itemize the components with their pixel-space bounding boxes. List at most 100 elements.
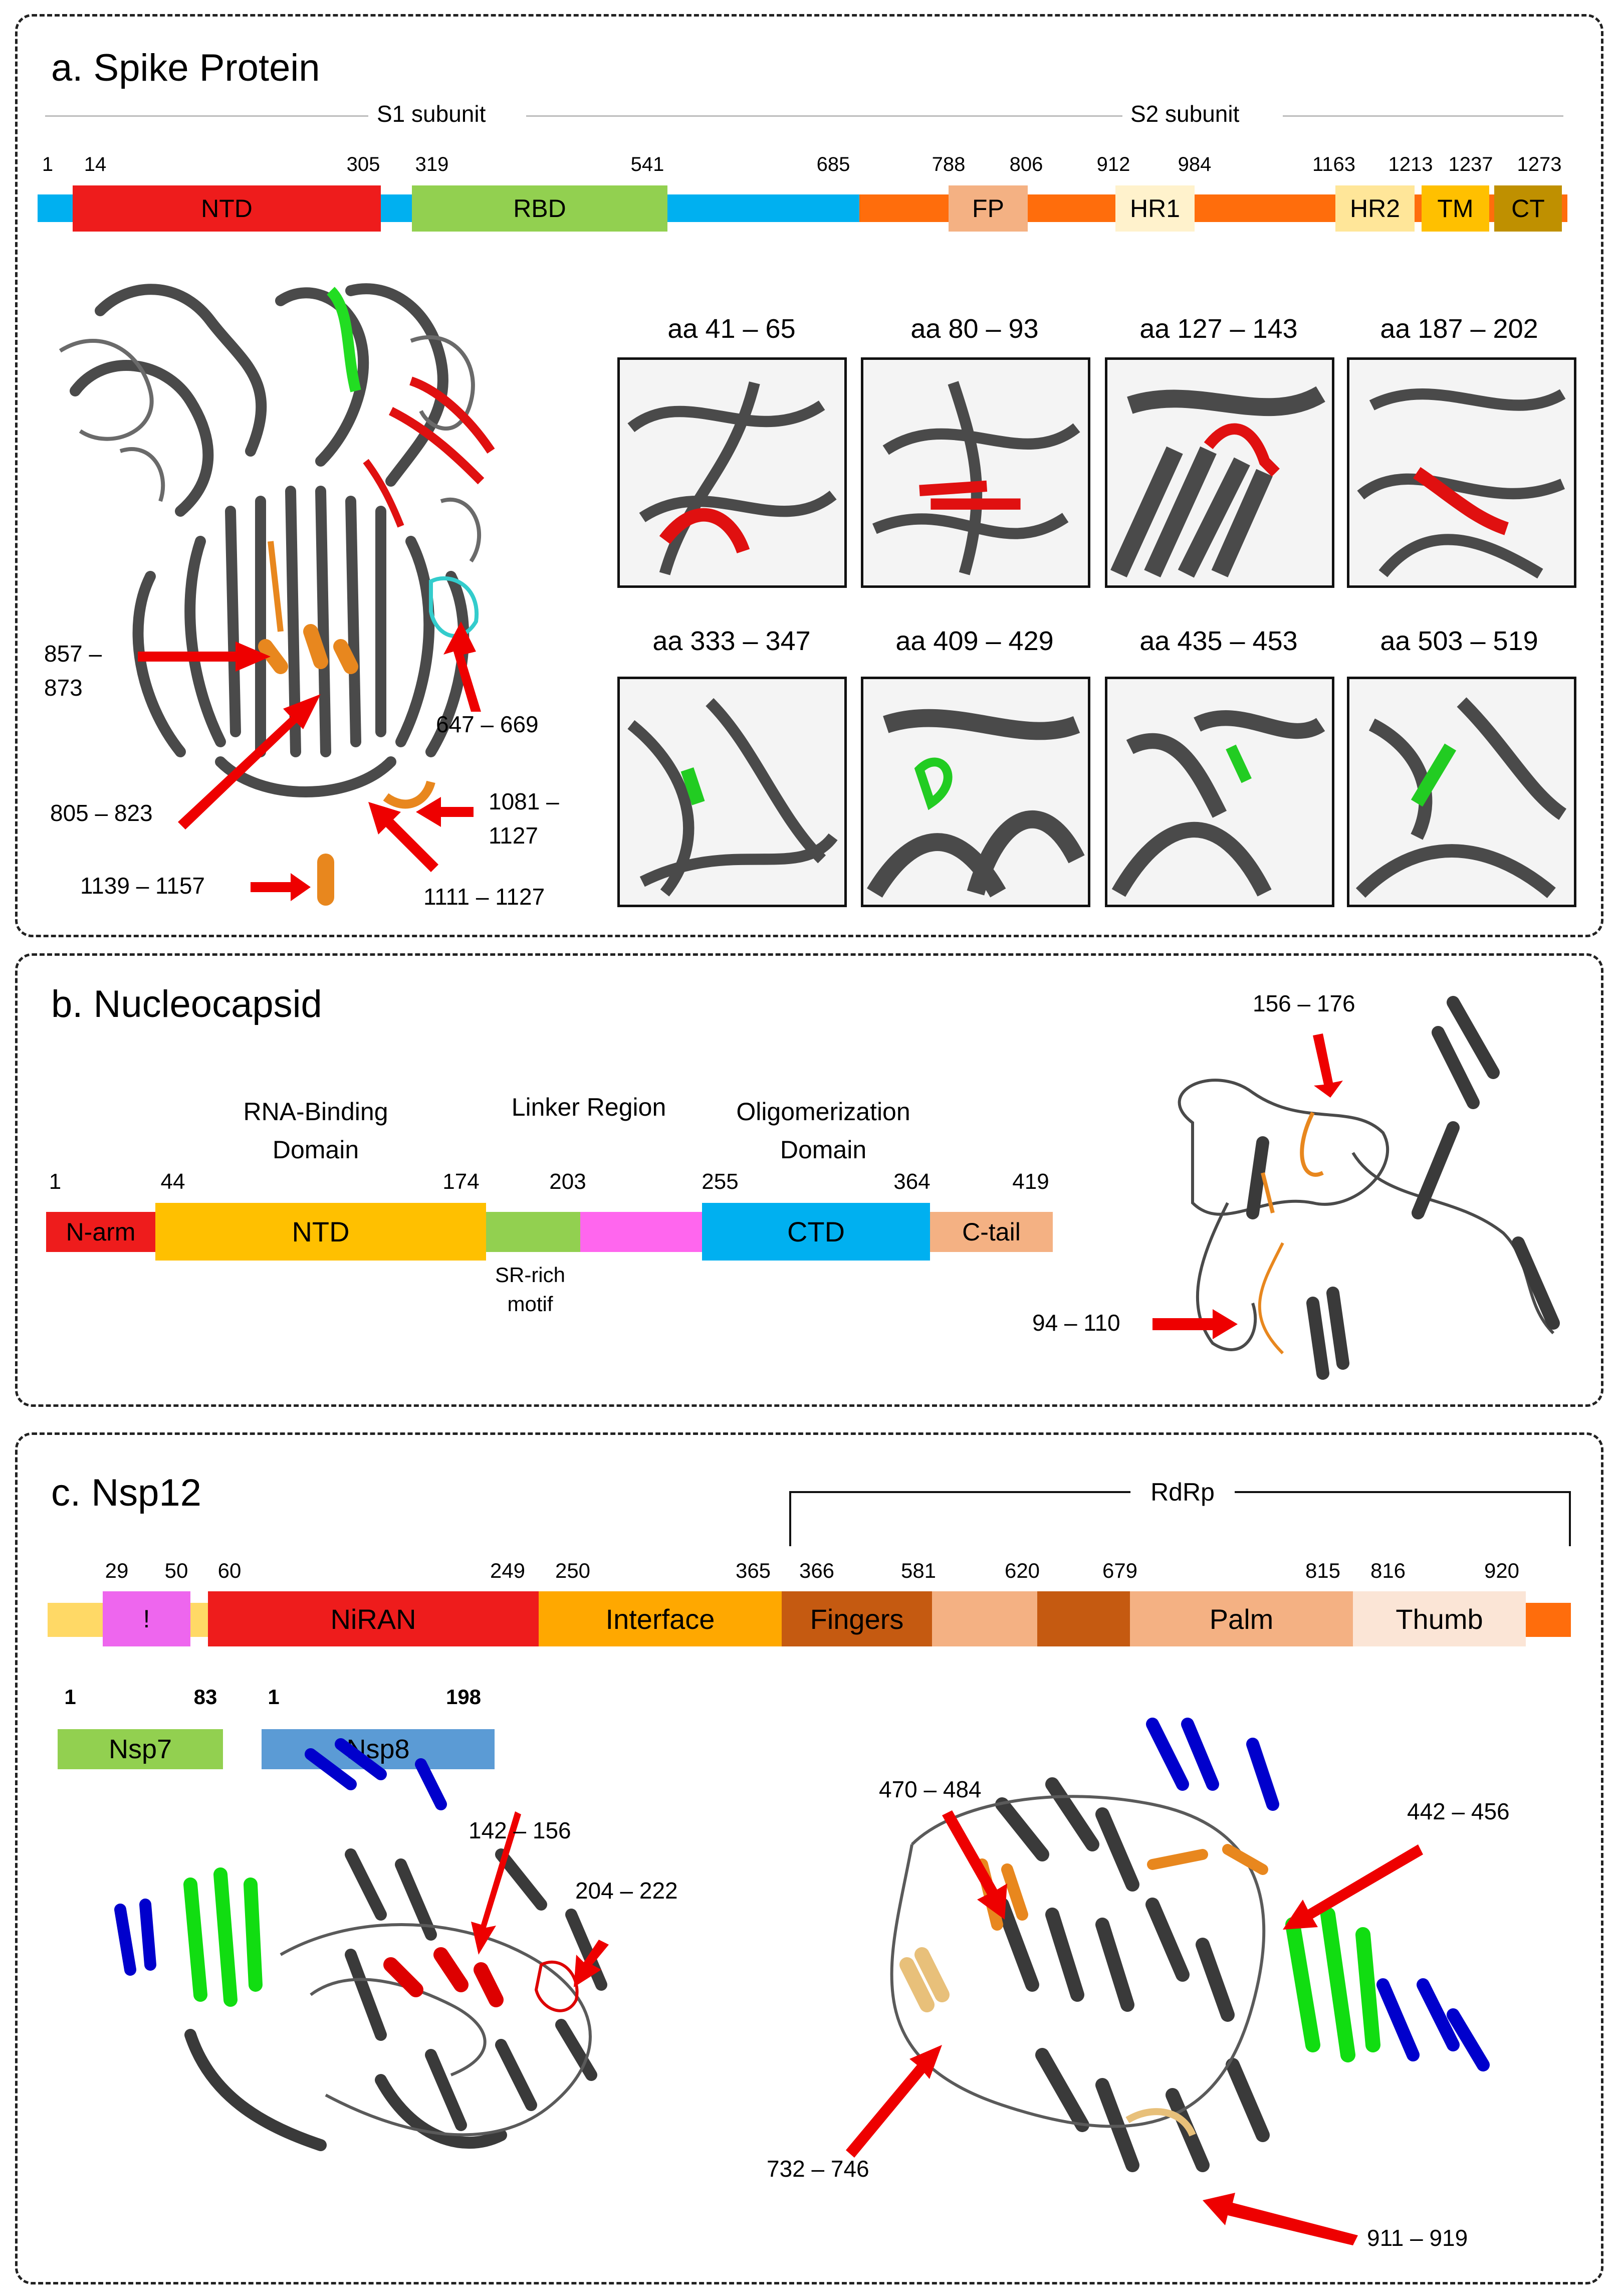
label-470-484: 470 – 484 — [879, 1776, 982, 1802]
pos-203: 203 — [549, 1169, 586, 1194]
domain-n-arm: N-arm — [46, 1212, 155, 1252]
pos-50: 50 — [164, 1559, 188, 1582]
pos-14: 14 — [84, 153, 107, 175]
nsp8-start: 1 — [268, 1685, 280, 1709]
thumbnail-aa-80-93 — [861, 357, 1090, 588]
domain-ntd: NTD — [155, 1203, 486, 1261]
panel-b-title: b. Nucleocapsid — [51, 983, 322, 1025]
s2-subunit-label: S2 subunit — [1130, 101, 1240, 127]
domain-niran: NiRAN — [208, 1591, 539, 1646]
nsp7-start: 1 — [64, 1685, 76, 1709]
header-linker-region: Linker Region — [511, 1093, 666, 1121]
domain-interface: Interface — [539, 1591, 782, 1646]
pos-1213: 1213 — [1388, 153, 1433, 175]
domain-palm: Palm — [1130, 1591, 1353, 1646]
s1-subunit-label: S1 subunit — [377, 101, 486, 127]
pos-806: 806 — [1009, 153, 1043, 175]
thumb-title-3: aa 127 – 143 — [1139, 314, 1298, 344]
pos-815: 815 — [1305, 1559, 1341, 1582]
header-rna-binding: RNA-Binding Domain — [243, 1098, 388, 1164]
label-442-456: 442 – 456 — [1407, 1798, 1510, 1824]
domain-c-tail: C-tail — [930, 1212, 1053, 1252]
panel-a-title: a. Spike Protein — [51, 47, 320, 89]
pos-541: 541 — [630, 153, 664, 175]
pos-1273: 1273 — [1517, 153, 1562, 175]
pos-920: 920 — [1484, 1559, 1520, 1582]
thumbnail-aa-503-519 — [1347, 677, 1576, 907]
domain-linker — [580, 1212, 702, 1252]
pos-788: 788 — [932, 153, 966, 175]
label-647-669: 647 – 669 — [436, 711, 539, 737]
domain-ctd: CTD — [702, 1203, 930, 1261]
domain-tm: TM — [1422, 185, 1489, 232]
panel-c-title: c. Nsp12 — [51, 1472, 201, 1514]
thumbnail-aa-333-347 — [617, 677, 847, 907]
thumbnail-aa-127-143 — [1105, 357, 1334, 588]
pos-679: 679 — [1102, 1559, 1138, 1582]
domain-hr1: HR1 — [1115, 185, 1195, 232]
rdrp-label: RdRp — [1130, 1478, 1235, 1507]
pos-255: 255 — [702, 1169, 739, 1194]
pos-620: 620 — [1004, 1559, 1040, 1582]
thumbnail-aa-409-429 — [861, 677, 1090, 907]
nsp12-c-term-bar — [1526, 1603, 1571, 1637]
pos-912: 912 — [1096, 153, 1130, 175]
sr-rich-motif-label: SR-rich motif — [495, 1263, 566, 1316]
s2-divider-right — [1283, 115, 1563, 117]
pos-419: 419 — [1012, 1169, 1049, 1194]
nsp7-bar: Nsp7 — [58, 1729, 223, 1769]
panel-nsp12 — [15, 1432, 1603, 2284]
panel-nucleocapsid — [15, 953, 1603, 1407]
thumb-title-7: aa 435 – 453 — [1139, 626, 1298, 656]
thumbnail-aa-187-202 — [1347, 357, 1576, 588]
domain-rbd: RBD — [412, 185, 667, 232]
pos-249: 249 — [490, 1559, 526, 1582]
thumb-title-6: aa 409 – 429 — [895, 626, 1054, 656]
domain-fp: FP — [949, 185, 1028, 232]
thumbnail-aa-435-453 — [1105, 677, 1334, 907]
nsp8-bar: Nsp8 — [262, 1729, 495, 1769]
pos-29: 29 — [105, 1559, 129, 1582]
s2-divider-left — [872, 115, 1122, 117]
label-911-919: 911 – 919 — [1367, 2225, 1468, 2251]
pos-60: 60 — [217, 1559, 242, 1582]
nsp12-gap-bar — [190, 1603, 208, 1637]
label-156-176: 156 – 176 — [1253, 990, 1355, 1016]
pos-364: 364 — [893, 1169, 931, 1194]
pos-816: 816 — [1370, 1559, 1406, 1582]
pos-44: 44 — [160, 1169, 185, 1194]
nsp12-n-term-bar — [48, 1603, 103, 1637]
pos-1: 1 — [42, 153, 54, 175]
thumbnail-aa-41-65 — [617, 357, 847, 588]
domain-hr2: HR2 — [1335, 185, 1415, 232]
pos-319: 319 — [415, 153, 449, 175]
domain-ntd: NTD — [73, 185, 381, 232]
pos-365: 365 — [735, 1559, 771, 1582]
label-1081-1127: 1081 – 1127 — [489, 788, 559, 849]
label-1111-1127: 1111 – 1127 — [423, 884, 545, 910]
pos-685: 685 — [816, 153, 850, 175]
thumb-title-2: aa 80 – 93 — [910, 314, 1039, 344]
label-857-873: 857 – 873 — [44, 641, 102, 701]
domain-sr-rich — [486, 1212, 580, 1252]
pos-1237: 1237 — [1448, 153, 1493, 175]
nsp8-end: 198 — [445, 1685, 482, 1709]
domain-thumb: Thumb — [1353, 1591, 1526, 1646]
pos-366: 366 — [799, 1559, 835, 1582]
domain-fingers: Fingers — [782, 1591, 932, 1646]
label-732-746: 732 – 746 — [767, 2156, 869, 2182]
fingers-segment-2 — [1037, 1591, 1130, 1646]
pos-1: 1 — [49, 1169, 62, 1194]
label-1139-1157: 1139 – 1157 — [80, 873, 205, 899]
pos-250: 250 — [555, 1559, 591, 1582]
nsp7-end: 83 — [193, 1685, 217, 1709]
label-805-823: 805 – 823 — [50, 800, 153, 826]
pos-174: 174 — [442, 1169, 480, 1194]
thumb-title-8: aa 503 – 519 — [1380, 626, 1538, 656]
thumb-title-4: aa 187 – 202 — [1380, 314, 1538, 344]
thumb-title-1: aa 41 – 65 — [667, 314, 796, 344]
label-204-222: 204 – 222 — [575, 1877, 678, 1904]
domain-exclaim: ! — [103, 1591, 190, 1646]
panel-spike-protein — [15, 14, 1603, 937]
thumb-title-5: aa 333 – 347 — [652, 626, 811, 656]
